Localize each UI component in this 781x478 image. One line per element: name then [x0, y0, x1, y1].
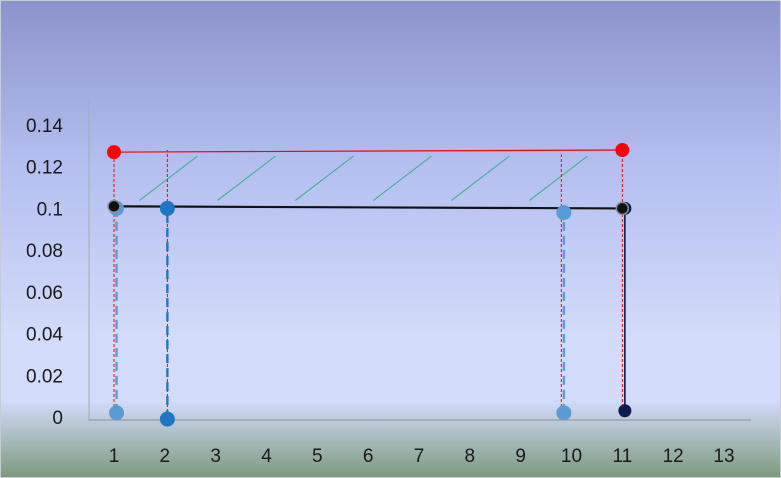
- x-tick-label: 12: [663, 446, 684, 467]
- x-tick-label: 11: [612, 446, 632, 467]
- x-tick-label: 4: [261, 446, 272, 467]
- hatch-stroke-1: [217, 155, 276, 201]
- marker-s1-p0: [107, 199, 121, 214]
- markers: [107, 143, 632, 427]
- hatch-stroke-3: [373, 155, 432, 201]
- axes: [88, 101, 751, 421]
- marker-s2-p0: [109, 405, 125, 421]
- hatch-stroke-4: [451, 155, 510, 201]
- marker-s3-p1: [159, 200, 175, 216]
- y-tick-label: 0: [52, 408, 63, 429]
- series-line-0: [113, 149, 623, 153]
- tick-labels: 00.020.040.060.080.10.120.141 2 3 4 5 6 7 8 9 10 1…: [26, 116, 735, 467]
- x-tick-label: 3: [210, 446, 221, 467]
- x-tick-label: 1: [109, 446, 120, 467]
- y-tick-label: 0.12: [26, 158, 63, 179]
- marker-s4-p1: [556, 205, 572, 221]
- x-tick-label: 6: [363, 446, 374, 467]
- guide-lines: [113, 150, 623, 417]
- x-tick-label: 5: [312, 446, 323, 467]
- y-tick-label: 0.04: [26, 325, 63, 346]
- marker-s3-p0: [159, 411, 175, 427]
- x-tick-label: 10: [561, 446, 582, 467]
- hatch-stroke-2: [295, 155, 354, 201]
- marker-s1-p1: [615, 201, 630, 216]
- y-tick-label: 0.08: [26, 241, 63, 262]
- x-tick-label: 8: [465, 446, 476, 467]
- x-tick-label: 7: [414, 446, 425, 467]
- marker-s5-p0: [618, 404, 632, 418]
- marker-s4-p0: [556, 405, 572, 421]
- series-lines: [113, 149, 626, 420]
- y-tick-label: 0.14: [26, 116, 63, 137]
- hatch-stroke-5: [529, 155, 588, 201]
- marker-s0-p0: [107, 145, 121, 160]
- x-tick-label: 9: [515, 446, 526, 467]
- hatch-stroke-0: [139, 155, 198, 201]
- series-line-1: [113, 205, 623, 210]
- x-tick-label: 2: [160, 446, 171, 467]
- y-tick-label: 0.06: [26, 283, 63, 304]
- x-tick-label: 13: [713, 446, 734, 467]
- hatch-region: [139, 155, 588, 201]
- y-tick-label: 0.02: [26, 366, 63, 387]
- marker-s0-p1: [615, 143, 630, 158]
- y-tick-label: 0.1: [37, 199, 63, 220]
